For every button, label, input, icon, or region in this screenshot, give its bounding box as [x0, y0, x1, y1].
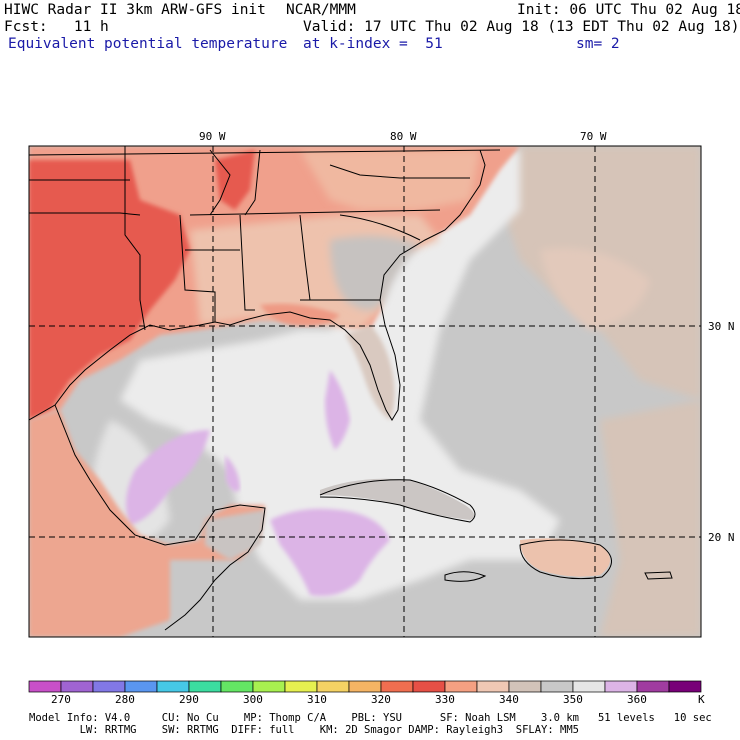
purple-patch-caribbean: [270, 508, 390, 596]
colorbar-swatch: [508, 680, 542, 693]
colorbar-swatch: [476, 680, 510, 693]
hot-region-illinois: [215, 150, 255, 210]
hot-region-texas: [29, 160, 190, 420]
tan-region-southeast: [600, 400, 701, 637]
lat-label-20n: 20 N: [708, 531, 735, 544]
colorbar-tick-label: 270: [51, 693, 71, 706]
model-info-line1: Model Info: V4.0 CU: No Cu MP: Thomp C/A…: [29, 712, 712, 724]
cuba-land: [320, 478, 474, 520]
colorbar-swatch: [284, 680, 318, 693]
colorbar-tick-label: 280: [115, 693, 135, 706]
purple-patch-central: [325, 370, 350, 450]
colorbar-tick-label: 300: [243, 693, 263, 706]
colorbar-swatch: [572, 680, 606, 693]
forecast-hour: Fcst: 11 h: [4, 19, 109, 35]
init-time: Init: 06 UTC Thu 02 Aug 18: [517, 2, 740, 18]
lon-label-80w: 80 W: [390, 130, 417, 143]
colorbar-swatch: [380, 680, 414, 693]
field-name: Equivalent potential temperature: [8, 36, 288, 52]
coastlines: [29, 146, 673, 631]
colorbar-tick-label: 290: [179, 693, 199, 706]
colorbar-unit: K: [698, 693, 705, 706]
peach-appalachia: [300, 150, 480, 210]
colorbar-swatch: [156, 680, 190, 693]
colorbar-swatch: [444, 680, 478, 693]
florida-land: [345, 325, 395, 420]
colorbar-tick-label: 320: [371, 693, 391, 706]
colorbar-swatch: [540, 680, 574, 693]
valid-time: Valid: 17 UTC Thu 02 Aug 18 (13 EDT Thu …: [303, 19, 740, 35]
colorbar-tick-label: 360: [627, 693, 647, 706]
yucatan: [205, 510, 265, 560]
lon-label-90w: 90 W: [199, 130, 226, 143]
colorbar-tick-label: 340: [499, 693, 519, 706]
colorbar-swatch: [124, 680, 158, 693]
colorbar-tick-label: 350: [563, 693, 583, 706]
colorbar-tick-label: 330: [435, 693, 455, 706]
colorbar-swatch: [316, 680, 350, 693]
cool-region: [120, 150, 560, 600]
colorbar-swatch: [188, 680, 222, 693]
gray-central-america: [170, 560, 240, 637]
colorbar-swatch: [412, 680, 446, 693]
level-index: at k-index = 51: [303, 36, 443, 52]
purple-patch-gulf: [126, 430, 210, 525]
colorbar-swatch: [60, 680, 94, 693]
colorbar-swatch: [348, 680, 382, 693]
graticule: [29, 146, 701, 637]
title-org: NCAR/MMM: [286, 2, 356, 18]
colorbar-swatch: [604, 680, 638, 693]
title-model: HIWC Radar II 3km ARW-GFS init: [4, 2, 266, 18]
gray-georgia: [330, 236, 420, 310]
colorbar-swatch: [668, 680, 702, 693]
hispaniola-land: [520, 538, 610, 577]
colorbar-tick-label: 310: [307, 693, 327, 706]
colorbar-swatch: [28, 680, 62, 693]
lat-label-30n: 30 N: [708, 320, 735, 333]
map-frame: [28, 145, 702, 638]
map-field: [29, 146, 701, 637]
smoothing: sm= 2: [576, 36, 620, 52]
colorbar-swatch: [220, 680, 254, 693]
model-info-line2: LW: RRTMG SW: RRTMG DIFF: full KM: 2D Sm…: [29, 724, 579, 736]
colorbar-swatch: [252, 680, 286, 693]
lon-label-70w: 70 W: [580, 130, 607, 143]
colorbar-swatch: [636, 680, 670, 693]
colorbar: [28, 680, 702, 693]
purple-patch-small: [225, 455, 240, 492]
colorbar-swatch: [92, 680, 126, 693]
